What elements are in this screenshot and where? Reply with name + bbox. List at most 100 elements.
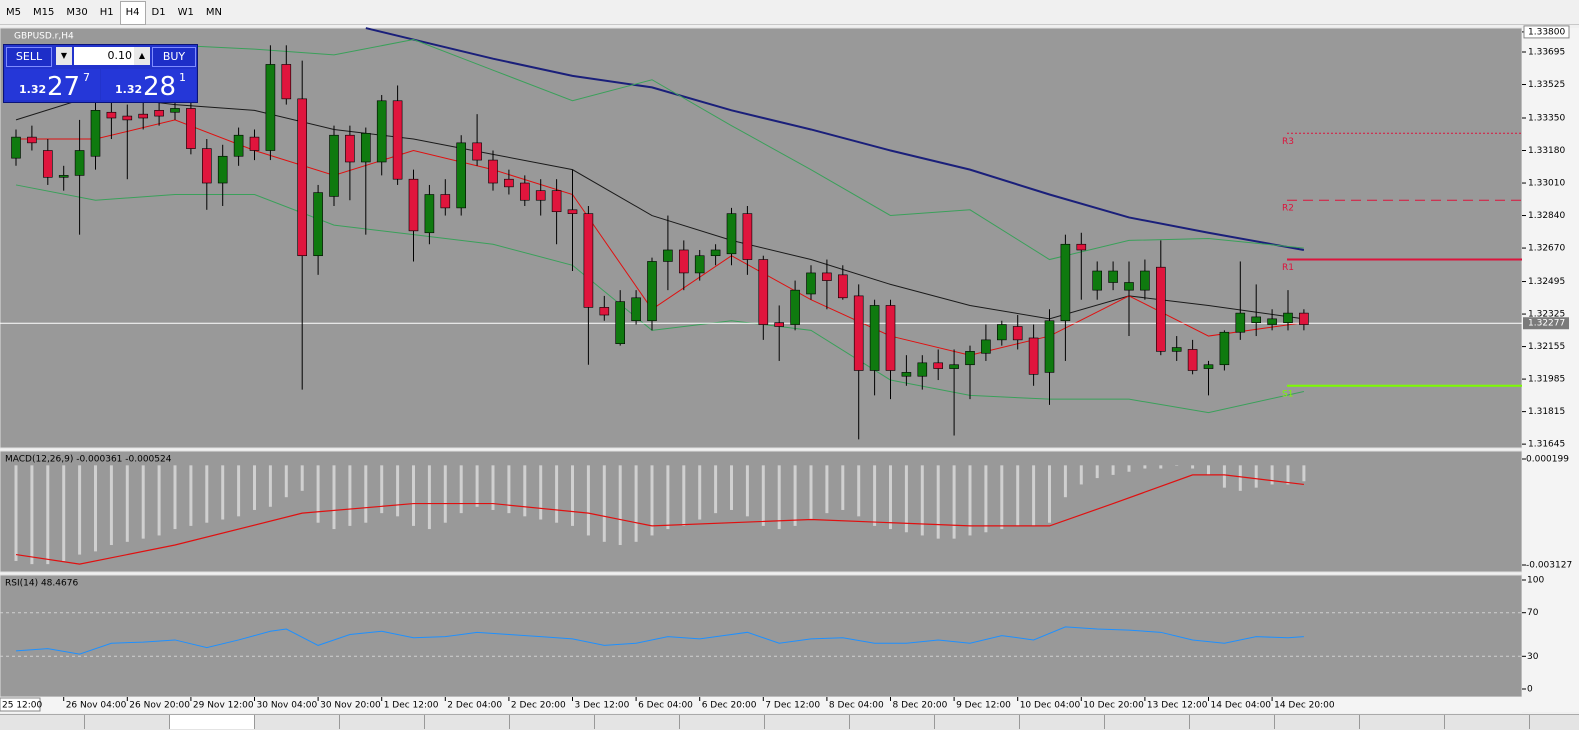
candle-body — [186, 108, 196, 149]
tab[interactable] — [1105, 715, 1190, 729]
candle-body — [27, 136, 37, 144]
ask-quote[interactable]: 1.32 28 1 — [101, 69, 196, 102]
y-tick-label: 70 — [1527, 608, 1539, 618]
candle-body — [663, 249, 673, 262]
macd-bar — [777, 465, 781, 530]
candle-body — [1108, 270, 1118, 283]
macd-bar — [1111, 465, 1115, 475]
macd-bar — [952, 465, 956, 539]
timeframe-button[interactable]: H4 — [119, 1, 146, 25]
candle-body — [933, 362, 944, 369]
tab[interactable] — [85, 715, 170, 729]
tab[interactable] — [1190, 715, 1275, 729]
macd-bar — [380, 465, 384, 514]
macd-bar — [1175, 465, 1179, 466]
timeframe-button[interactable]: W1 — [177, 7, 194, 18]
sell-button[interactable]: SELL — [6, 47, 52, 67]
pivot-label: S1 — [1282, 389, 1293, 399]
candle-body — [726, 213, 737, 255]
candle-body — [265, 64, 276, 151]
time-label: 3 Dec 12:00 — [575, 701, 630, 711]
candle-body — [217, 155, 228, 184]
buy-button[interactable]: BUY — [152, 47, 196, 67]
chart-tabs — [0, 714, 1579, 730]
y-tick-label: 1.33350 — [1528, 113, 1565, 123]
time-label: 29 Nov 12:00 — [193, 701, 254, 711]
tab[interactable] — [0, 715, 85, 729]
macd-bar — [475, 465, 479, 507]
macd-bar — [650, 465, 654, 536]
timeframe-button[interactable]: M30 — [66, 7, 88, 18]
candle-body — [853, 295, 864, 371]
lot-increase[interactable]: ▲ — [134, 47, 150, 65]
time-label: 30 Nov 20:00 — [320, 701, 381, 711]
macd-bar — [1222, 465, 1226, 488]
current-price-label: 1.32277 — [1528, 319, 1565, 329]
tab[interactable] — [340, 715, 425, 729]
macd-bar — [1095, 465, 1099, 479]
tab[interactable] — [935, 715, 1020, 729]
pivot-label: R3 — [1282, 137, 1294, 147]
macd-bar — [1238, 465, 1242, 491]
macd-bar — [889, 465, 892, 530]
time-axis — [0, 697, 1522, 713]
time-label: 2 Dec 20:00 — [511, 701, 566, 711]
y-tick-label: 100 — [1527, 576, 1544, 586]
macd-bar — [300, 465, 304, 491]
timeframe-button[interactable]: M5 — [6, 7, 21, 18]
candle-body — [1203, 364, 1214, 369]
candle-body — [1060, 243, 1071, 322]
candle-body — [1012, 326, 1023, 341]
macd-bar — [364, 465, 368, 523]
macd-bar — [30, 465, 34, 565]
macd-bar — [253, 465, 256, 510]
candle-body — [535, 190, 546, 201]
timeframe-button[interactable]: M15 — [33, 7, 55, 18]
time-label: 14 Dec 20:00 — [1274, 701, 1335, 711]
tab[interactable] — [425, 715, 510, 729]
y-tick-label: 1.32495 — [1528, 277, 1565, 287]
tab[interactable] — [1020, 715, 1105, 729]
macd-bar — [968, 465, 972, 536]
macd-bar — [904, 465, 908, 533]
timeframe-button[interactable]: MN — [205, 7, 222, 18]
bid-quote[interactable]: 1.32 27 7 — [5, 69, 100, 102]
tab[interactable] — [170, 715, 255, 729]
tab[interactable] — [595, 715, 680, 729]
candle-body — [742, 213, 753, 260]
lot-decrease[interactable]: ▼ — [56, 47, 72, 65]
macd-bar — [1254, 465, 1258, 488]
time-label: 10 Dec 20:00 — [1083, 701, 1144, 711]
candle-body — [837, 274, 848, 299]
timeframe-button[interactable]: D1 — [151, 7, 166, 18]
candle-body — [1235, 312, 1246, 333]
tab[interactable] — [1275, 715, 1360, 729]
tab[interactable] — [680, 715, 765, 729]
macd-bar — [94, 465, 97, 552]
macd-bar — [682, 465, 686, 526]
macd-bar — [857, 465, 861, 517]
candle-body — [1187, 349, 1198, 371]
candle-body — [249, 136, 260, 151]
tab[interactable] — [255, 715, 340, 729]
price-axis — [1522, 28, 1579, 712]
tab[interactable] — [765, 715, 850, 729]
timeframe-button[interactable]: H1 — [99, 7, 114, 18]
candle-body — [631, 297, 641, 322]
tab[interactable] — [1360, 715, 1445, 729]
macd-bar — [268, 465, 272, 507]
tab[interactable] — [850, 715, 935, 729]
candle-body — [790, 289, 800, 325]
candle-body — [583, 213, 594, 308]
rsi-panel — [0, 574, 1523, 698]
pivot-label: R2 — [1282, 204, 1294, 214]
y-tick-label: -0.003127 — [1526, 561, 1572, 571]
lot-input[interactable]: 0.10 — [74, 47, 136, 65]
y-tick-label: 1.33695 — [1528, 47, 1565, 57]
candle-body — [1299, 312, 1309, 325]
tab[interactable] — [1445, 715, 1530, 729]
candle-body — [917, 362, 928, 377]
tab[interactable] — [510, 715, 595, 729]
time-label: 13 Dec 12:00 — [1147, 701, 1208, 711]
